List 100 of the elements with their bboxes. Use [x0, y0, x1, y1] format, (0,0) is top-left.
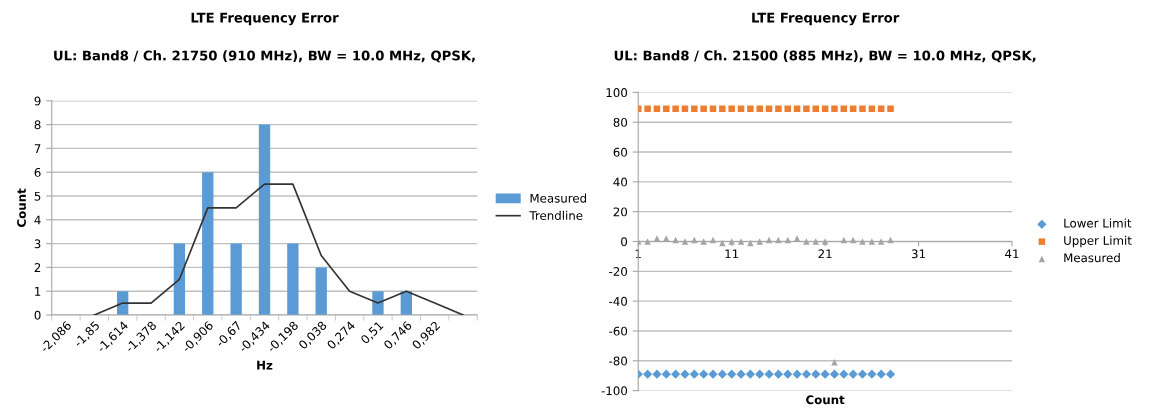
point — [829, 369, 840, 379]
point — [719, 239, 726, 247]
legend-label: Measured — [530, 193, 587, 203]
y-tick-label: 4 — [34, 215, 41, 225]
point — [644, 238, 651, 245]
y-tick-label: 5 — [34, 191, 41, 201]
point — [747, 239, 754, 247]
point — [672, 105, 679, 113]
chart-title: LTE Frequency Error — [752, 12, 900, 26]
y-tick-label: -60 — [609, 326, 628, 336]
y-tick-label: -100 — [601, 386, 628, 396]
point — [877, 238, 885, 245]
point — [700, 238, 707, 245]
point — [736, 369, 746, 379]
point — [689, 369, 699, 379]
point — [745, 369, 755, 379]
point — [857, 369, 868, 379]
point — [764, 369, 774, 379]
x-tick-label: 41 — [1005, 249, 1019, 259]
chart-subtitle: UL: Band8 / Ch. 21500 (885 MHz), BW = 10.0 MHz, QPSK, — [614, 50, 1036, 63]
point — [727, 369, 737, 379]
point — [812, 238, 820, 245]
x-tick-label: 31 — [911, 249, 925, 259]
point — [652, 369, 662, 379]
point — [680, 369, 690, 379]
bar — [372, 291, 384, 315]
point — [793, 235, 801, 242]
y-tick-label: 6 — [34, 167, 41, 177]
y-tick-label: 1 — [35, 287, 41, 296]
point — [747, 105, 754, 113]
point — [756, 105, 763, 113]
point — [708, 369, 718, 379]
point — [737, 238, 745, 245]
point — [671, 369, 681, 379]
point — [859, 238, 866, 245]
y-tick-label: 100 — [606, 88, 628, 98]
chart-title: LTE Frequency Error — [191, 12, 339, 26]
y-axis-title: Count — [17, 188, 26, 227]
point — [885, 369, 896, 379]
point — [773, 369, 784, 379]
point — [775, 105, 782, 113]
bar — [258, 124, 271, 315]
y-tick-label: 2 — [34, 263, 41, 272]
legend-label: Upper Limit — [1064, 235, 1132, 248]
bar — [315, 267, 327, 315]
point — [801, 369, 812, 379]
point — [839, 369, 849, 379]
point — [840, 236, 848, 244]
point — [644, 105, 651, 113]
line-series — [93, 183, 464, 315]
bar — [287, 243, 299, 315]
legend-label: Lower Limit — [1064, 218, 1132, 228]
y-tick-label: 0 — [34, 310, 41, 320]
point — [663, 235, 670, 242]
y-tick-label: 40 — [613, 177, 628, 187]
point — [783, 369, 793, 379]
chart-subtitle: UL: Band8 / Ch. 21750 (910 MHz), BW = 10.0 MHz, QPSK, — [54, 50, 475, 63]
point — [784, 236, 792, 244]
point — [681, 238, 689, 245]
point — [831, 105, 838, 113]
x-axis-title: Count — [806, 395, 845, 405]
point — [756, 238, 763, 245]
point — [811, 369, 821, 379]
y-tick-label: 3 — [34, 239, 41, 249]
bar — [173, 243, 186, 315]
point — [719, 105, 726, 113]
point — [717, 369, 727, 379]
point — [642, 369, 653, 379]
point — [868, 238, 876, 245]
point — [784, 105, 792, 113]
point — [849, 236, 857, 244]
point — [661, 369, 671, 379]
point — [728, 105, 735, 113]
point — [887, 105, 894, 113]
bar — [230, 243, 242, 315]
point — [663, 105, 670, 113]
y-tick-label: -80 — [609, 356, 628, 366]
legend-label: Trendline — [529, 210, 583, 220]
point — [803, 105, 810, 113]
point — [755, 369, 765, 379]
x-tick-label: 11 — [725, 249, 739, 259]
point — [700, 105, 707, 113]
legend-label: Measured — [1064, 253, 1120, 263]
point — [803, 238, 810, 245]
point — [820, 369, 830, 379]
point — [653, 235, 661, 242]
y-tick-label: 0 — [621, 237, 628, 247]
y-tick-label: 8 — [34, 120, 41, 130]
point — [831, 359, 838, 366]
point — [876, 369, 886, 379]
y-tick-label: 20 — [613, 207, 628, 217]
point — [867, 369, 877, 379]
y-tick-label: 80 — [613, 117, 628, 127]
y-tick-label: -20 — [609, 267, 628, 276]
point — [699, 369, 709, 379]
bar — [202, 172, 214, 315]
x-axis-title: Hz — [257, 360, 273, 370]
point — [691, 105, 698, 113]
y-tick-label: 7 — [34, 144, 41, 153]
y-tick-label: -40 — [609, 296, 628, 306]
